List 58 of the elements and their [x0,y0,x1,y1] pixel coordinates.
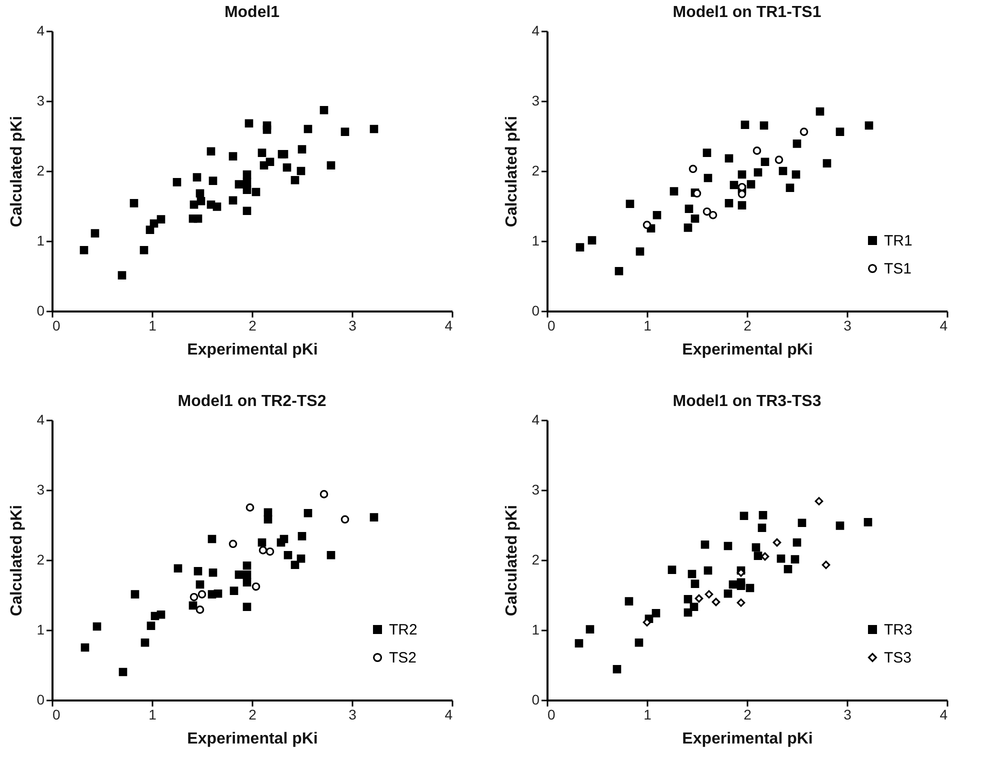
x-axis-title: Experimental pKi [187,730,318,748]
x-tick-label: 4 [940,706,948,722]
y-tick-label: 0 [36,302,45,318]
x-axis-title: Experimental pKi [187,342,318,358]
x-tick-label: 0 [52,318,60,334]
x-tick-label: 4 [444,318,453,334]
y-tick-label: 2 [36,552,45,568]
x-tick-label: 0 [52,706,60,722]
y-tick-label: 0 [532,302,540,318]
legend-label: TS2 [389,650,417,666]
x-tick-label: 1 [148,706,157,722]
y-tick-label: 0 [36,692,45,708]
y-tick-label: 4 [532,22,540,38]
y-tick-label: 3 [532,482,540,498]
y-tick-label: 0 [532,692,540,708]
y-axis-title: Calculated pKi [504,116,521,228]
y-tick-label: 3 [36,92,45,108]
y-tick-label: 2 [532,162,540,178]
legend-label: TR2 [389,622,418,638]
chart-title: Model1 on TR3-TS3 [672,393,822,410]
x-axis-title: Experimental pKi [682,342,813,358]
x-tick-label: 4 [940,318,948,334]
legend-label: TR1 [884,232,912,250]
x-tick-label: 2 [744,706,752,722]
x-tick-label: 4 [444,706,453,722]
legend-label: TR3 [884,622,912,638]
x-tick-label: 1 [644,318,652,334]
y-tick-label: 3 [532,92,540,108]
x-tick-label: 3 [844,706,852,722]
y-axis-title: Calculated pKi [8,504,26,616]
legend-label: TS1 [884,260,912,278]
y-tick-label: 2 [532,552,540,568]
y-tick-label: 2 [36,162,45,178]
y-tick-label: 1 [36,622,45,638]
x-tick-label: 2 [248,318,257,334]
y-tick-label: 4 [532,412,540,428]
y-axis-title: Calculated pKi [8,116,26,228]
legend-label: TS3 [884,650,912,666]
y-tick-label: 1 [532,232,540,248]
x-tick-label: 3 [844,318,852,334]
y-axis-title: Calculated pKi [504,504,521,616]
x-tick-label: 1 [644,706,652,722]
chart-title: Model1 on TR2-TS2 [178,393,326,410]
x-tick-label: 2 [248,706,257,722]
x-axis-title: Experimental pKi [682,730,813,748]
y-tick-label: 4 [36,22,45,38]
x-tick-label: 2 [744,318,752,334]
y-tick-label: 3 [36,482,45,498]
x-tick-label: 1 [148,318,157,334]
x-tick-label: 0 [548,318,556,334]
y-tick-label: 1 [36,232,45,248]
x-tick-label: 0 [548,706,556,722]
x-tick-label: 3 [348,318,357,334]
chart-title: Model1 [224,4,280,21]
y-tick-label: 4 [36,412,45,428]
x-tick-label: 3 [348,706,357,722]
y-tick-label: 1 [532,622,540,638]
chart-title: Model1 on TR1-TS1 [672,4,822,21]
